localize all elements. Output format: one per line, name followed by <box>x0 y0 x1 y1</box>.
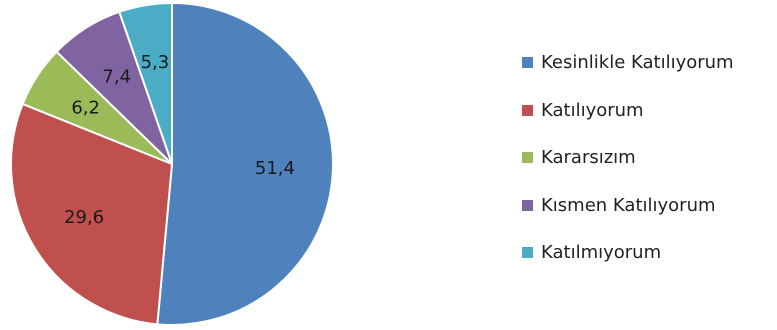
legend-label: Katılıyorum <box>541 99 644 121</box>
pie-slice <box>10 102 174 326</box>
pie-data-label: 6,2 <box>71 97 100 118</box>
legend-label: Kesinlikle Katılıyorum <box>541 52 734 73</box>
legend-label: Kısmen Katılıyorum <box>541 194 716 216</box>
pie-data-label: 5,3 <box>141 52 170 73</box>
legend-label: Kararsızım <box>541 147 636 168</box>
pie-data-label: 7,4 <box>102 67 131 88</box>
legend-swatch <box>522 199 533 211</box>
pie-data-label: 51,4 <box>255 158 295 179</box>
pie-data-label: 29,6 <box>64 207 104 228</box>
legend-swatch <box>522 104 533 116</box>
pie-data-labels: 51,4 29,6 6,27,4 5,3 <box>64 52 295 228</box>
legend-swatch <box>522 247 533 258</box>
pie-slices <box>10 1 334 326</box>
legend-swatch <box>522 152 533 163</box>
pie-slice <box>156 1 334 326</box>
pie-slice <box>118 1 173 165</box>
legend-swatch <box>522 57 533 68</box>
legend-label: Katılmıyorum <box>541 242 662 263</box>
